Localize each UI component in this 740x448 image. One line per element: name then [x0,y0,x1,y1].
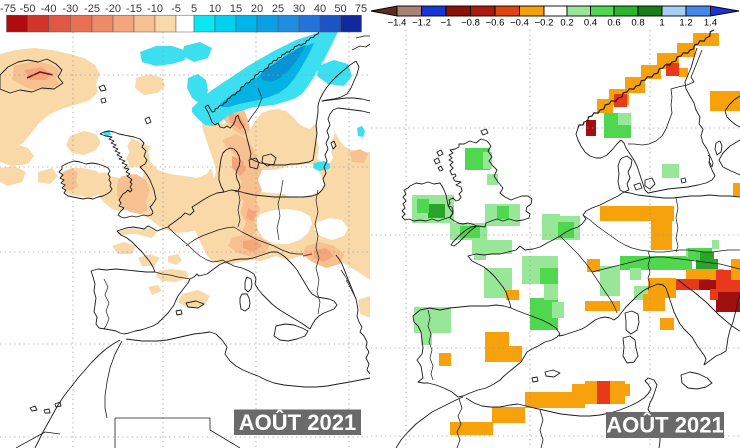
svg-text:−0.2: −0.2 [535,18,554,29]
svg-text:-20: -20 [105,3,121,15]
svg-text:10: 10 [209,3,221,15]
svg-text:-30: -30 [62,3,78,15]
svg-text:-75: -75 [0,3,16,15]
svg-text:30: 30 [293,3,305,15]
svg-text:−0.8: −0.8 [461,18,480,29]
svg-text:15: 15 [230,3,242,15]
svg-text:−1.4: −1.4 [388,18,407,29]
svg-text:75: 75 [355,3,367,15]
svg-text:AOÛT 2021: AOÛT 2021 [606,413,723,438]
svg-text:1.4: 1.4 [704,18,717,29]
svg-text:25: 25 [272,3,284,15]
svg-text:AOÛT 2021: AOÛT 2021 [239,410,356,435]
svg-text:-10: -10 [147,3,163,15]
svg-text:5: 5 [191,3,197,15]
svg-text:−0.6: −0.6 [486,18,505,29]
svg-text:−1.2: −1.2 [412,18,431,29]
svg-text:−0.4: −0.4 [510,18,529,29]
svg-text:-15: -15 [126,3,142,15]
svg-text:-50: -50 [20,3,36,15]
svg-text:-25: -25 [84,3,100,15]
svg-text:0.8: 0.8 [631,18,644,29]
svg-text:1: 1 [659,18,664,29]
svg-text:1.2: 1.2 [679,18,692,29]
svg-text:-40: -40 [41,3,57,15]
svg-text:0.6: 0.6 [607,18,620,29]
svg-text:-5: -5 [171,3,181,15]
svg-text:0.2: 0.2 [560,18,573,29]
svg-text:20: 20 [251,3,263,15]
svg-text:50: 50 [334,3,346,15]
svg-text:40: 40 [314,3,326,15]
svg-text:−1: −1 [441,18,452,29]
svg-text:0.4: 0.4 [584,18,597,29]
